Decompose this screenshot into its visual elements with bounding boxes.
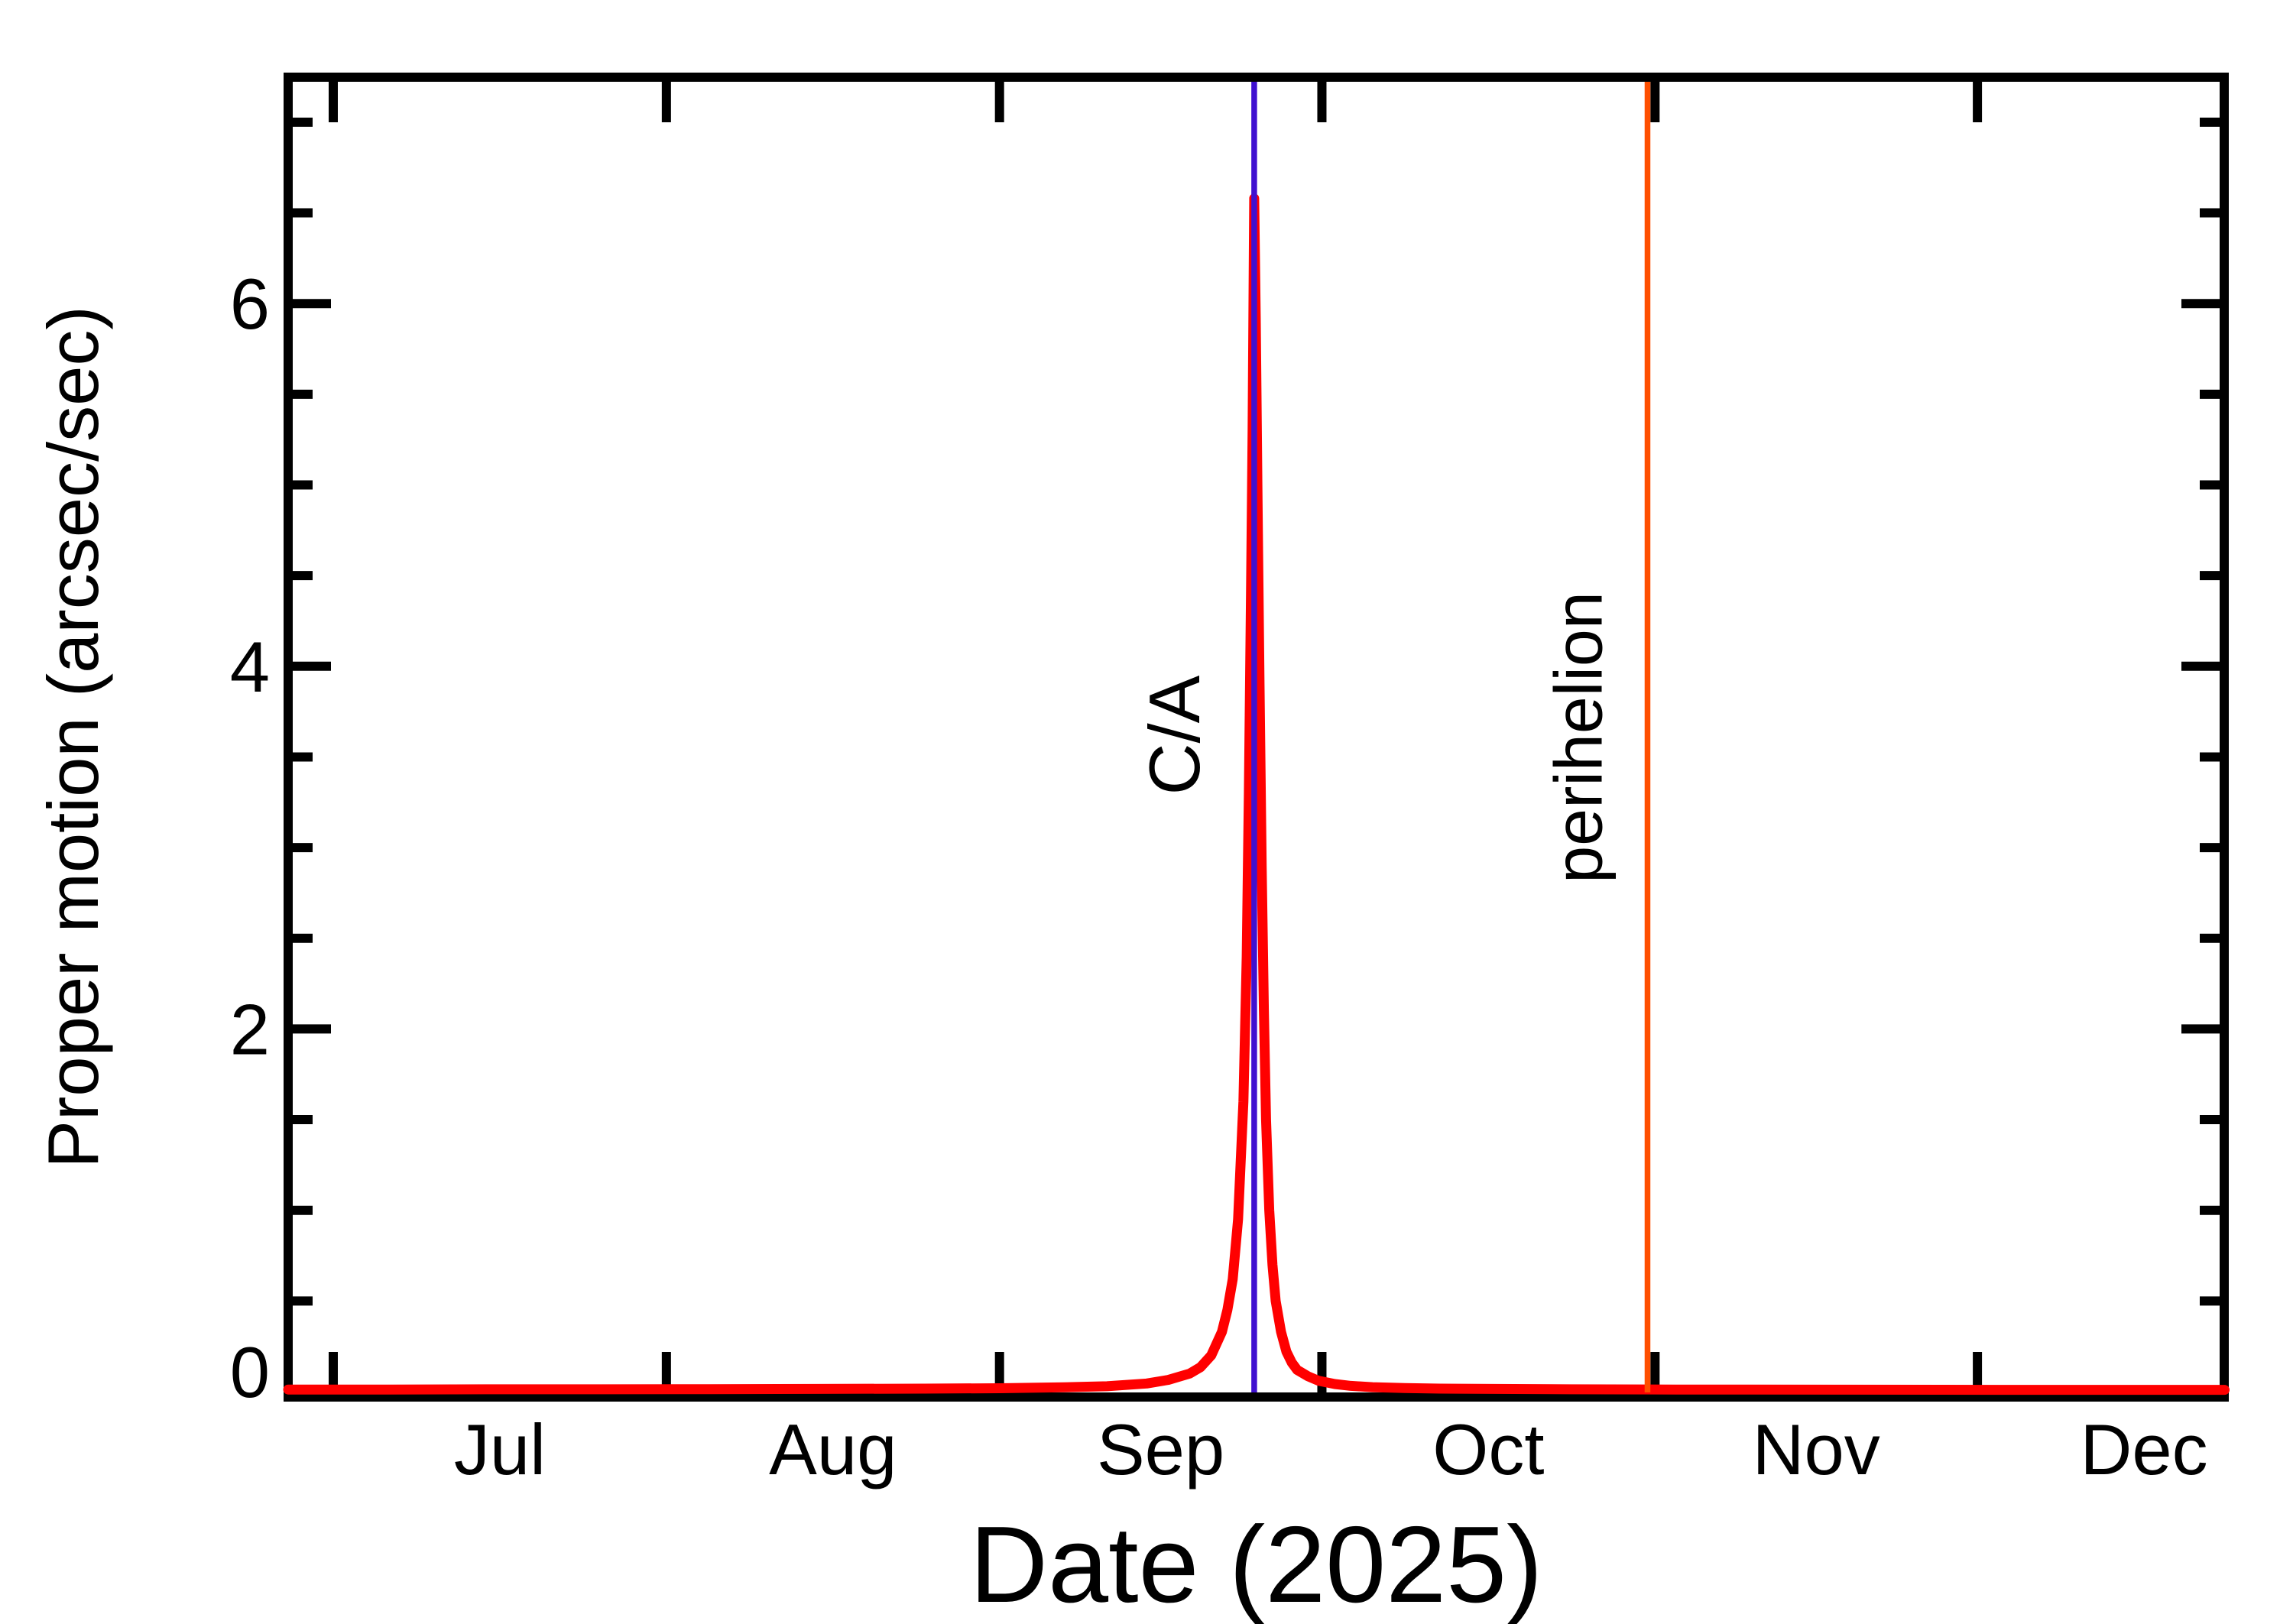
y-axis-title: Proper motion (arcsec/sec) bbox=[33, 306, 113, 1168]
x-tick-label-jul: Jul bbox=[454, 1409, 546, 1489]
x-axis-title: Date (2025) bbox=[970, 1504, 1543, 1624]
x-tick-label-oct: Oct bbox=[1432, 1409, 1544, 1489]
perihelion-label: perihelion bbox=[1540, 592, 1616, 883]
x-tick-label-dec: Dec bbox=[2080, 1409, 2207, 1489]
x-tick-label-aug: Aug bbox=[769, 1409, 897, 1489]
closest-approach-label: C/A bbox=[1134, 675, 1215, 795]
y-tick-label-6: 6 bbox=[230, 264, 270, 344]
y-tick-label-2: 2 bbox=[230, 989, 270, 1069]
y-tick-label-4: 4 bbox=[230, 627, 270, 707]
x-tick-label-nov: Nov bbox=[1753, 1409, 1880, 1489]
x-tick-label-sep: Sep bbox=[1097, 1409, 1224, 1489]
plot-frame bbox=[284, 73, 2229, 1402]
y-tick-label-0: 0 bbox=[230, 1332, 270, 1412]
